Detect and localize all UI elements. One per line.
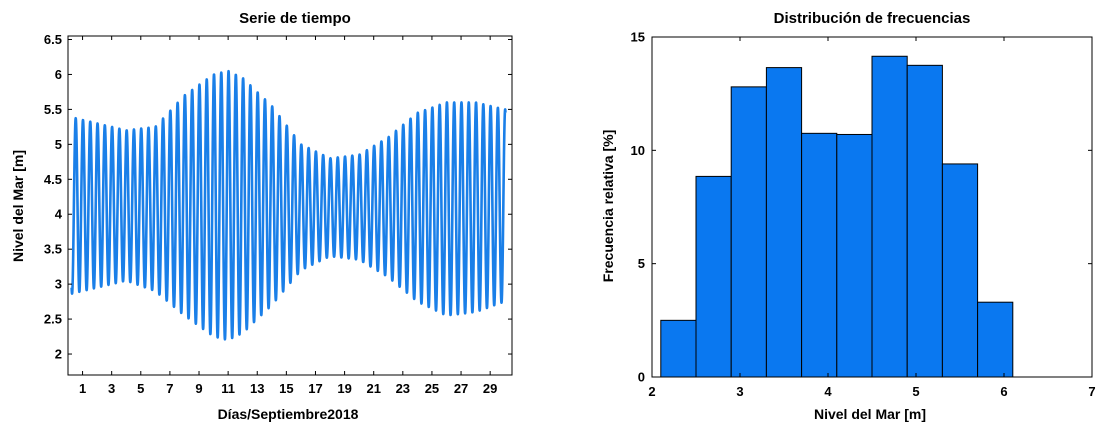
x-tick-label: 29: [483, 381, 497, 396]
x-tick-label: 3: [736, 384, 743, 399]
time-series-xlabel: Días/Septiembre2018: [218, 406, 359, 422]
time-series-title: Serie de tiempo: [239, 10, 351, 27]
x-tick-label: 7: [166, 381, 173, 396]
x-tick-label: 23: [396, 381, 410, 396]
histogram-ylabel: Frecuencia relativa [%]: [600, 130, 616, 283]
y-tick-label: 3.5: [44, 242, 62, 257]
x-tick-label: 17: [308, 381, 322, 396]
histogram-bar: [906, 64, 943, 378]
y-tick-label: 2.5: [44, 312, 62, 327]
histogram-bar: [765, 67, 803, 378]
y-tick-label: 5: [55, 137, 62, 152]
y-tick-label: 5: [638, 256, 645, 271]
histogram-bar: [977, 301, 1014, 378]
x-tick-label: 9: [195, 381, 202, 396]
x-tick-label: 19: [337, 381, 351, 396]
histogram-bar: [941, 163, 979, 378]
x-tick-label: 5: [137, 381, 144, 396]
histogram-plot-area: 2 3 4 5 6 7 0 5 10 15: [631, 30, 1096, 400]
y-tick-label: 4.5: [44, 172, 62, 187]
x-tick-label: 7: [1088, 384, 1095, 399]
x-tick-label: 4: [824, 384, 832, 399]
histogram-bar: [660, 319, 697, 378]
y-tick-label: 5.5: [44, 102, 62, 117]
y-tick-label: 0: [638, 370, 645, 385]
histogram-title: Distribución de frecuencias: [774, 10, 971, 27]
x-tick-label: 1: [79, 381, 86, 396]
histogram-bar: [871, 55, 908, 378]
sea-level-series-line: [70, 69, 507, 341]
x-tick-label: 11: [221, 381, 235, 396]
histogram-bar: [730, 86, 767, 378]
histogram-axes-frame: [651, 36, 1093, 378]
x-tick-label: 2: [648, 384, 655, 399]
time-series-axes-frame: [67, 35, 513, 376]
y-tick-label: 6.5: [44, 32, 62, 47]
time-series-chart: Serie de tiempo Nivel del Mar [m] Días/S…: [10, 10, 513, 422]
x-tick-label: 27: [454, 381, 468, 396]
x-tick-label: 21: [366, 381, 380, 396]
x-tick-label: 25: [425, 381, 439, 396]
y-tick-label: 4: [55, 207, 63, 222]
x-tick-label: 15: [279, 381, 293, 396]
histogram-chart: Distribución de frecuencias Frecuencia r…: [600, 10, 1096, 422]
time-series-plot-area: 1 3 5 7 9 11 13 15 17 19 21 23 25 27 2922.533.544.555.…: [44, 32, 513, 396]
x-tick-label: 13: [250, 381, 264, 396]
y-tick-label: 15: [631, 30, 645, 45]
y-tick-label: 2: [55, 347, 62, 362]
histogram-xlabel: Nivel del Mar [m]: [814, 406, 926, 422]
y-tick-label: 3: [55, 277, 62, 292]
time-series-ylabel: Nivel del Mar [m]: [10, 150, 26, 262]
y-tick-label: 6: [55, 67, 62, 82]
histogram-bar: [836, 133, 873, 378]
y-tick-label: 10: [631, 143, 645, 158]
histogram-bar: [695, 175, 732, 378]
x-tick-label: 3: [108, 381, 115, 396]
x-tick-label: 5: [912, 384, 919, 399]
x-tick-label: 6: [1000, 384, 1007, 399]
histogram-bar: [801, 132, 838, 378]
